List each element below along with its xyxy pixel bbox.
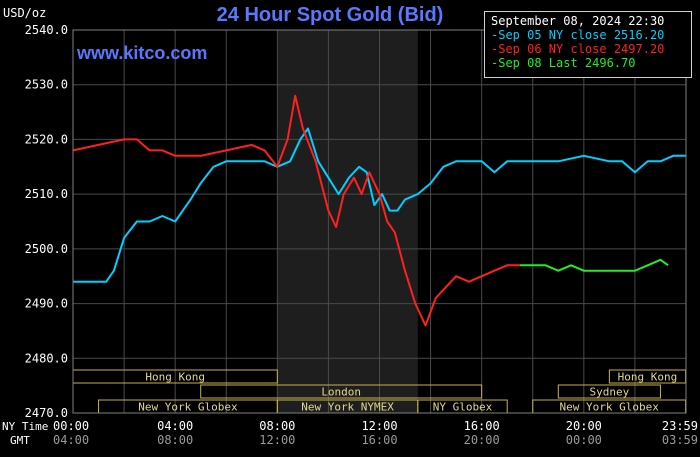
shaded-nymex-region	[277, 30, 418, 413]
x-tick-ny: 00:00	[53, 419, 89, 433]
legend: September 08, 2024 22:30 -Sep 05 NY clos…	[484, 11, 692, 78]
plot-border	[72, 29, 687, 414]
site-link[interactable]: www.kitco.com	[77, 43, 208, 63]
market-label: New York NYMEX	[301, 401, 394, 414]
market-bar	[557, 384, 661, 399]
series-line	[73, 127, 686, 283]
y-tick-labels: 2540.0 2530.0 2520.0 2510.0 2500.0 2490.0 2480…	[25, 23, 68, 420]
y-tick-label: 2510.0	[25, 187, 68, 201]
gmt-label: GMT	[10, 434, 30, 447]
chart-title: 24 Hour Spot Gold (Bid)	[216, 4, 444, 26]
y-tick-label: 2500.0	[25, 242, 68, 256]
legend-entry-sep08: -Sep 08 Last 2496.70	[491, 56, 636, 70]
y-tick-label: 2480.0	[25, 351, 68, 365]
market-label: Hong Kong	[618, 371, 678, 384]
x-tick-ny: 08:00	[259, 419, 295, 433]
y-tick-label: 2470.0	[25, 406, 68, 420]
x-tick-ny: 04:00	[157, 419, 193, 433]
y-tick-label: 2490.0	[25, 297, 68, 311]
y-axis-units: USD/oz	[3, 6, 47, 20]
ny-time-label: NY Time	[2, 420, 48, 433]
x-tick-gmt: 00:00	[566, 433, 602, 447]
y-tick-label: 2540.0	[25, 23, 68, 37]
y-tick-label: 2520.0	[25, 132, 68, 146]
legend-date: September 08, 2024 22:30	[491, 14, 665, 28]
market-label: New York Globex	[138, 401, 238, 414]
x-tick-gmt: 03:59	[662, 433, 698, 447]
market-hours-bars: Hong Kong Hong Kong London Sydney New York G…	[72, 369, 687, 414]
market-label: New York Globex	[559, 401, 659, 414]
x-tick-gmt: 04:00	[53, 433, 89, 447]
market-label: NY Globex	[433, 401, 493, 414]
x-tick-gmt: 16:00	[361, 433, 397, 447]
x-tick-ny: 20:00	[566, 419, 602, 433]
x-tick-labels: NY TimeGMT00:0004:0004:0008:0008:0012:00…	[2, 419, 698, 447]
market-label: Sydney	[590, 386, 630, 399]
market-label: London	[321, 386, 361, 399]
x-tick-gmt: 20:00	[464, 433, 500, 447]
market-bar	[200, 384, 483, 399]
series-line	[72, 94, 520, 327]
legend-entry-sep06: -Sep 06 NY close 2497.20	[491, 42, 665, 56]
x-tick-gmt: 08:00	[157, 433, 193, 447]
x-tick-ny: 12:00	[361, 419, 397, 433]
x-tick-gmt: 12:00	[259, 433, 295, 447]
y-tick-label: 2530.0	[25, 78, 68, 92]
price-series	[72, 94, 686, 327]
series-line	[520, 258, 669, 272]
x-tick-ny: 23:59	[662, 419, 698, 433]
x-tick-ny: 16:00	[464, 419, 500, 433]
market-label: Hong Kong	[145, 371, 205, 384]
legend-entry-sep05: -Sep 05 NY close 2516.20	[491, 28, 665, 42]
